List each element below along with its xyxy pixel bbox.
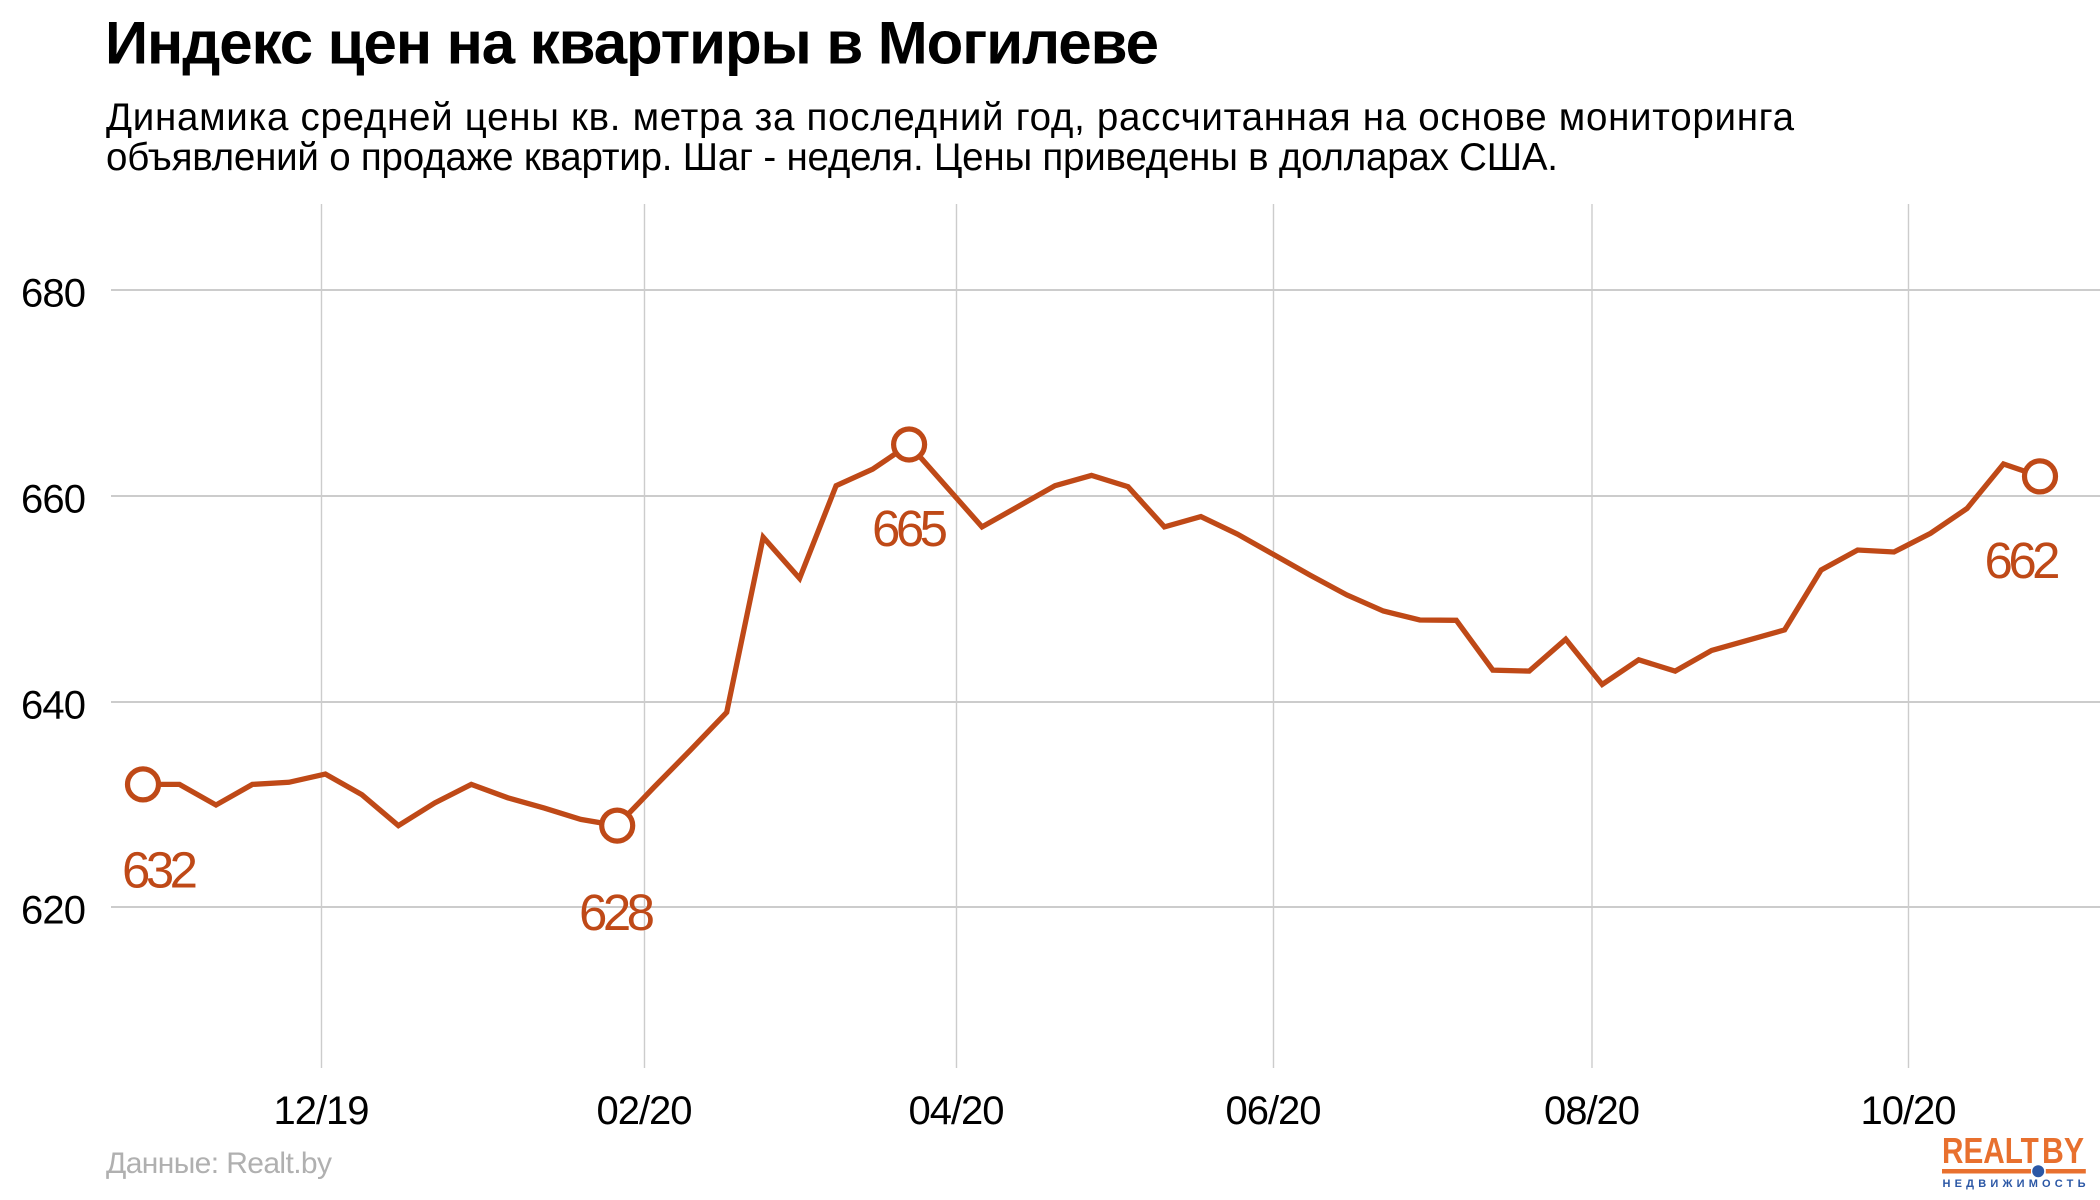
svg-text:Данные: Realt.by: Данные: Realt.by — [106, 1147, 332, 1180]
svg-text:Динамика средней цены кв. метр: Динамика средней цены кв. метра за после… — [106, 96, 1795, 139]
svg-text:680: 680 — [21, 272, 86, 316]
svg-text:12/19: 12/19 — [274, 1089, 370, 1133]
svg-text:02/20: 02/20 — [597, 1089, 693, 1133]
svg-text:620: 620 — [21, 889, 86, 933]
svg-text:04/20: 04/20 — [909, 1089, 1005, 1133]
svg-text:662: 662 — [1985, 532, 2061, 589]
svg-text:06/20: 06/20 — [1226, 1089, 1322, 1133]
svg-text:BY: BY — [2042, 1132, 2084, 1172]
svg-text:665: 665 — [872, 500, 948, 557]
svg-text:640: 640 — [21, 684, 86, 728]
svg-text:объявлений о продаже квартир.: объявлений о продаже квартир. Шаг - неде… — [106, 136, 1558, 179]
svg-text:REALT: REALT — [1942, 1130, 2039, 1170]
svg-text:632: 632 — [122, 842, 198, 899]
svg-text:10/20: 10/20 — [1861, 1089, 1957, 1133]
svg-text:Индекс цен на квартиры в Могил: Индекс цен на квартиры в Могилеве — [105, 10, 1159, 77]
svg-text:660: 660 — [21, 478, 86, 522]
svg-text:628: 628 — [579, 884, 655, 941]
svg-text:08/20: 08/20 — [1544, 1089, 1640, 1133]
